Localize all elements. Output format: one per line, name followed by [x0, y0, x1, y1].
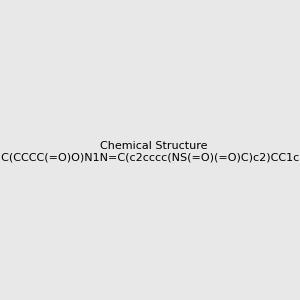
Text: Chemical Structure
O=C(CCCC(=O)O)N1N=C(c2cccc(NS(=O)(=O)C)c2)CC1c1ccc: Chemical Structure O=C(CCCC(=O)O)N1N=C(c…: [0, 141, 300, 162]
